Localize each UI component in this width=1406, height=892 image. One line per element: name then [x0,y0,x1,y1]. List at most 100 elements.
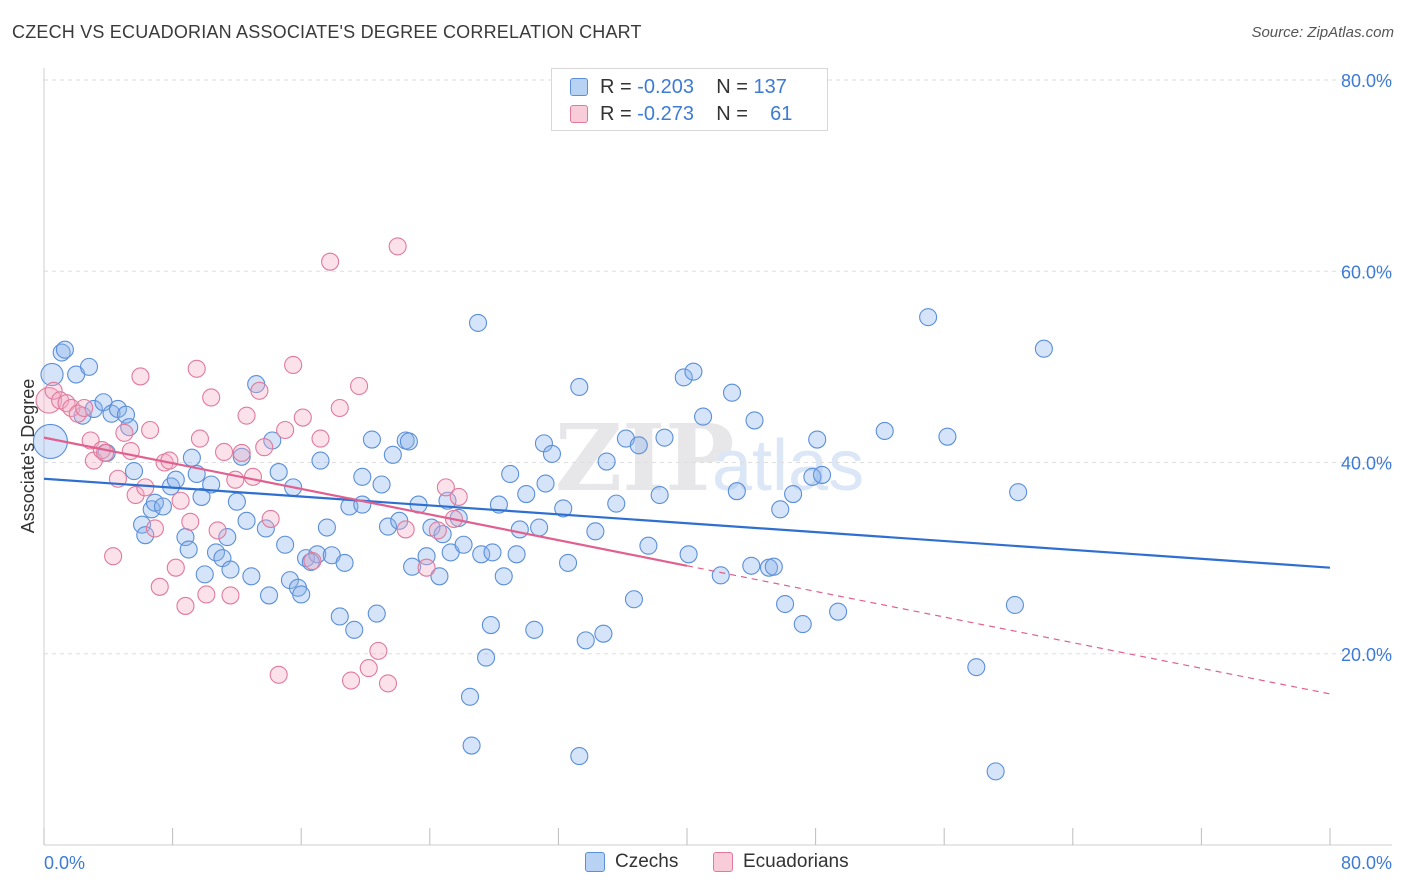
bottom-legend-czechs: Czechs [585,851,678,873]
czech-point [259,586,279,605]
y-tick-label: 80.0% [1341,71,1392,91]
bottom-legend-swatch-czechs [585,852,605,872]
czech-trend-line [43,477,1331,569]
czech-point [742,556,761,575]
czech-point [462,736,481,755]
ecuadorian-point [126,485,145,505]
trend-lines [43,436,1331,695]
czech-point [607,494,626,513]
ecuadorian-point [341,671,361,690]
czech-point [330,607,349,626]
ecuadorian-point [141,420,160,440]
czech-point [745,411,764,430]
czech-point [576,631,595,650]
ecuadorian-point [181,512,200,531]
czech-point [674,368,693,387]
legend-swatch-ecuadorians [570,105,588,123]
czech-point [468,313,488,332]
czech-point [501,464,520,484]
czech-point [124,462,144,481]
czech-point [195,565,214,584]
x-tick-label: 0.0% [44,853,85,873]
czech-point [793,615,812,634]
ecuadorian-point [261,509,280,528]
czech-point [570,747,589,766]
ecuadorian-point [136,478,155,497]
czech-point [542,444,562,463]
ecuadorian-point [176,596,195,615]
ecuadorian-point [330,398,349,418]
czech-point [153,497,173,516]
czech-point [938,427,957,446]
czech-point [525,620,544,639]
czech-point [554,499,573,518]
y-tick-label: 60.0% [1341,262,1392,282]
czech-point [679,545,698,564]
czech-point [570,377,589,397]
czech-point [558,553,578,572]
czech-point [812,465,832,484]
czech-point [967,658,986,677]
czech-point [353,467,372,486]
czech-point [655,428,674,447]
czech-point [639,536,658,555]
czech-point [494,567,513,586]
ecuadorian-point [269,665,288,684]
ecuadorian-point [197,585,216,604]
czech-point [829,602,848,621]
czech-point [711,566,730,585]
ecuadorian-point [187,359,206,378]
czech-point [586,522,605,541]
czech-point [52,343,71,362]
czech-point [430,567,449,586]
czech-point [517,485,536,504]
ecuadorian-point [237,406,256,425]
ecuadorian-point [96,443,115,462]
y-axis-label: Associate's Degree [18,379,38,534]
czech-point [624,590,644,609]
ecuadorian-points [35,237,468,693]
ecuadorian-point [232,443,251,462]
czech-point [192,487,211,506]
czech-point [120,418,139,437]
czech-point [919,308,938,327]
czech-point [79,357,99,376]
ecuadorian-point [202,388,221,407]
ecuadorian-point [436,478,455,497]
czech-point [256,519,275,538]
chart-title: CZECH VS ECUADORIAN ASSOCIATE'S DEGREE C… [12,22,642,42]
czech-point [594,624,613,643]
ecuadorian-point [428,521,447,540]
ecuadorian-point [131,367,150,386]
czech-point [403,557,422,576]
czech-point [722,383,742,402]
ecuadorian-point [115,423,134,442]
bottom-legend-label-ecuadorians: Ecuadorians [743,851,849,872]
czech-point [301,552,320,572]
ecuadorian-point [311,429,330,448]
axes [43,68,1392,846]
czech-point [399,432,418,451]
czech-point [40,362,64,387]
ecuadorian-point [449,487,468,506]
czech-point [694,407,713,426]
czech-point [808,430,827,449]
watermark-atlas: atlas [712,426,864,506]
legend-n-value: 137 [753,75,787,98]
legend-r-value: -0.273 [637,102,694,125]
bottom-legend-label-czechs: Czechs [615,851,679,872]
ecuadorian-point [321,252,340,271]
ecuadorian-point [255,438,274,457]
ecuadorian-point [214,442,234,462]
ecuadorian-point [190,429,209,448]
czech-point [353,495,372,514]
czech-point [1034,339,1053,358]
ecuadorian-point [378,674,398,693]
ecuadorian-point [250,381,269,400]
czech-point [166,470,185,489]
ecuadorian-point [293,408,312,427]
bottom-legend-ecuadorians: Ecuadorians [713,851,849,873]
czech-point [986,762,1005,781]
ecuadorian-point [145,519,164,538]
